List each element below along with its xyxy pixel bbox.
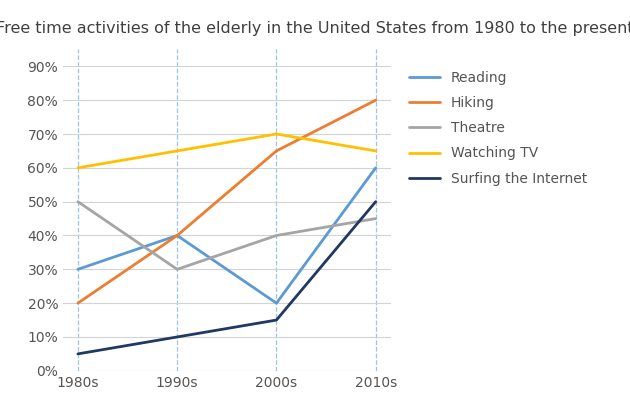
Hiking bbox=[74, 301, 82, 306]
Surfing the Internet bbox=[173, 335, 181, 339]
Watching TV bbox=[173, 148, 181, 153]
Watching TV bbox=[372, 148, 379, 153]
Watching TV bbox=[74, 165, 82, 170]
Hiking bbox=[173, 233, 181, 238]
Line: Watching TV: Watching TV bbox=[78, 134, 375, 168]
Hiking bbox=[372, 98, 379, 103]
Line: Theatre: Theatre bbox=[78, 201, 375, 269]
Legend: Reading, Hiking, Theatre, Watching TV, Surfing the Internet: Reading, Hiking, Theatre, Watching TV, S… bbox=[404, 66, 593, 191]
Theatre bbox=[74, 199, 82, 204]
Text: Free time activities of the elderly in the United States from 1980 to the presen: Free time activities of the elderly in t… bbox=[0, 21, 630, 35]
Theatre bbox=[173, 267, 181, 272]
Watching TV bbox=[273, 131, 280, 136]
Reading bbox=[372, 165, 379, 170]
Surfing the Internet bbox=[372, 199, 379, 204]
Surfing the Internet bbox=[273, 318, 280, 323]
Reading bbox=[273, 301, 280, 306]
Surfing the Internet bbox=[74, 351, 82, 356]
Reading bbox=[173, 233, 181, 238]
Hiking bbox=[273, 148, 280, 153]
Line: Reading: Reading bbox=[78, 168, 375, 303]
Theatre bbox=[372, 216, 379, 221]
Line: Surfing the Internet: Surfing the Internet bbox=[78, 201, 375, 354]
Reading bbox=[74, 267, 82, 272]
Line: Hiking: Hiking bbox=[78, 100, 375, 303]
Theatre bbox=[273, 233, 280, 238]
